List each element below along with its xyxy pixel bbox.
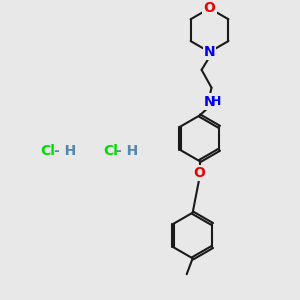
Text: Cl: Cl xyxy=(103,144,118,158)
Text: - H: - H xyxy=(54,144,76,158)
Text: N: N xyxy=(204,45,215,59)
Text: Cl: Cl xyxy=(40,144,55,158)
Text: O: O xyxy=(194,166,206,180)
Text: H: H xyxy=(211,95,222,108)
Text: N: N xyxy=(204,94,215,109)
Text: O: O xyxy=(204,1,215,15)
Text: - H: - H xyxy=(116,144,138,158)
